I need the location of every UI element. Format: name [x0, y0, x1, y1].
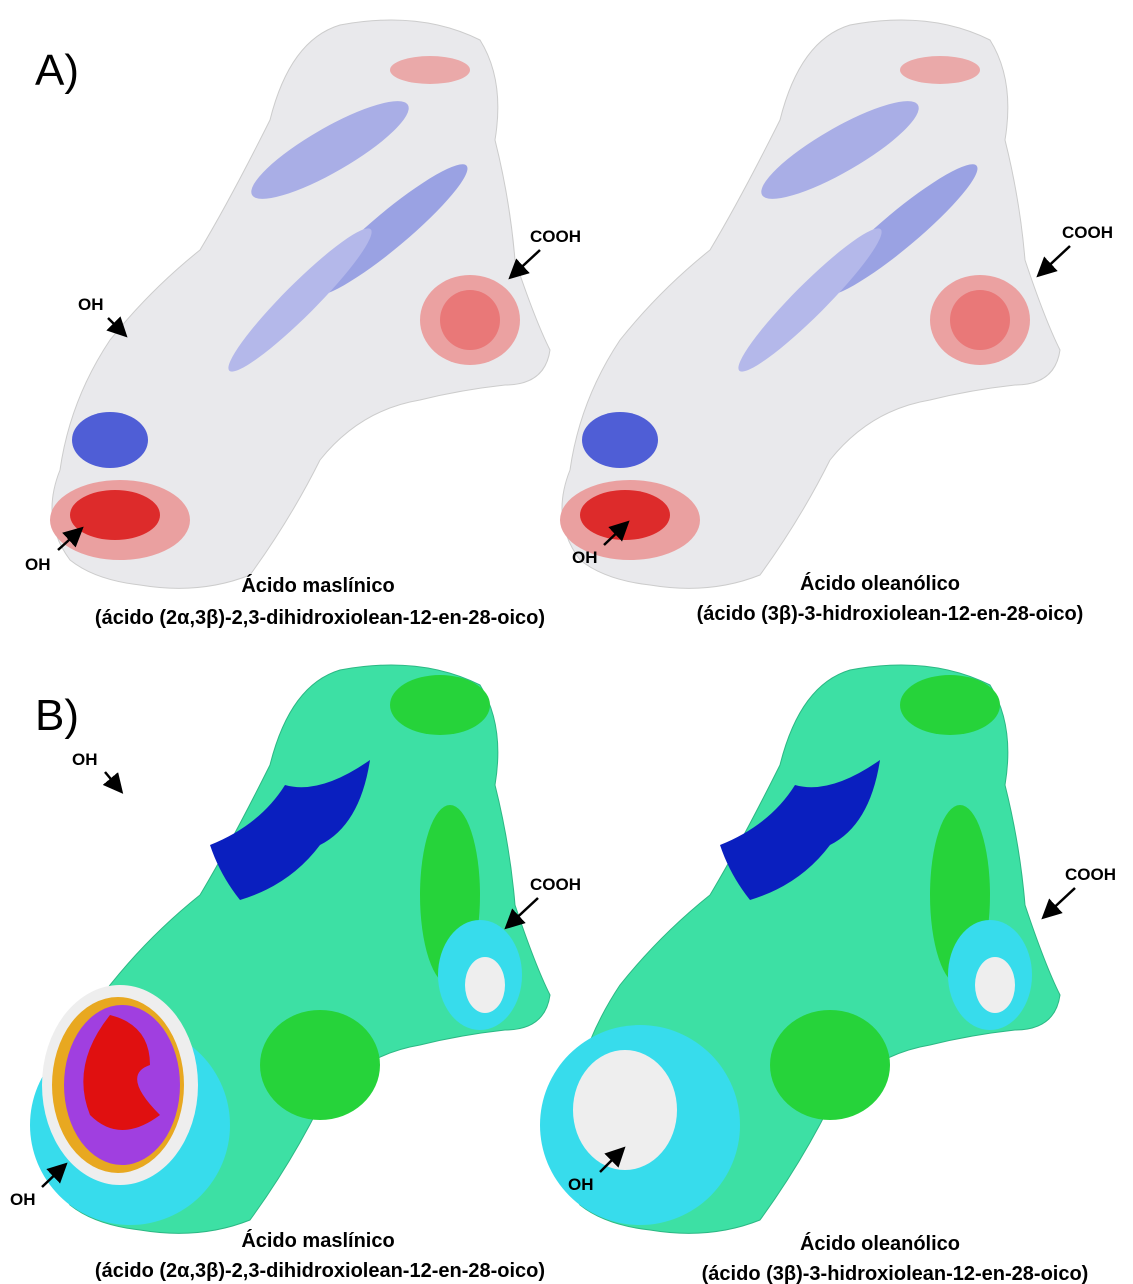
molecule-surface [560, 20, 1060, 588]
annotation: OH [25, 555, 51, 574]
annotation: OH [572, 548, 598, 567]
molecule-iupac: (ácido (3β)-3-hidroxiolean-12-en-28-oico… [697, 603, 1084, 625]
molecule-name: Ácido maslínico [241, 1229, 394, 1252]
annotation: COOH [1065, 865, 1116, 884]
annotation: COOH [530, 227, 581, 246]
molecule-surface [50, 20, 550, 588]
molecule-name: Ácido oleanólico [800, 1232, 960, 1255]
molecule-iupac: (ácido (2α,3β)-2,3-dihidroxiolean-12-en-… [95, 607, 545, 629]
annotation: OH [72, 750, 98, 769]
annotation: COOH [1062, 223, 1113, 242]
molecule-iupac: (ácido (3β)-3-hidroxiolean-12-en-28-oico… [702, 1263, 1089, 1284]
molecule-name: Ácido oleanólico [800, 572, 960, 595]
annotation: OH [568, 1175, 594, 1194]
molecule-name: Ácido maslínico [241, 574, 394, 597]
panel-label: A) [35, 46, 79, 95]
annotation: OH [78, 295, 104, 314]
molecule-iupac: (ácido (2α,3β)-2,3-dihidroxiolean-12-en-… [95, 1260, 545, 1282]
panel-label: B) [35, 691, 79, 740]
annotation: OH [10, 1190, 36, 1209]
annotation: COOH [530, 875, 581, 894]
figure: A) OH OH COOH Ácido maslínico (ácido (2α… [0, 0, 1133, 1284]
